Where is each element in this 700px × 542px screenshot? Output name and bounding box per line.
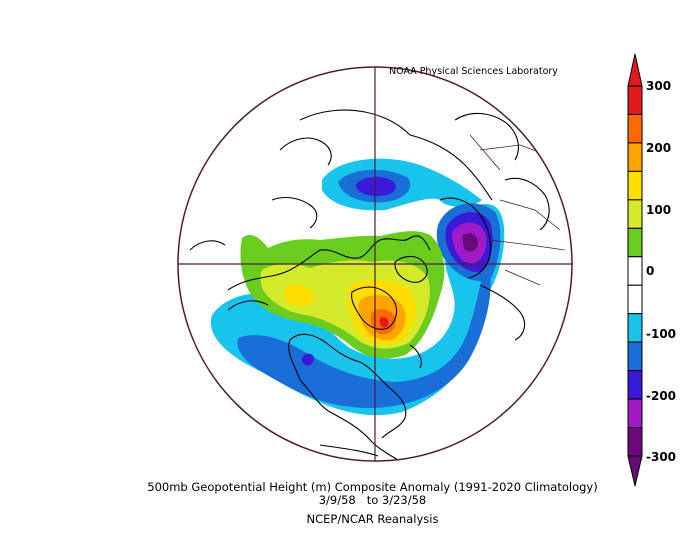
map-title: 500mb Geopotential Height (m) Composite … <box>147 480 598 494</box>
colorbar-segment <box>627 256 643 286</box>
colorbar-segment <box>627 284 643 315</box>
colorbar-segment <box>627 370 643 400</box>
colorbar-segment <box>627 170 643 201</box>
colorbar-segment <box>627 427 643 457</box>
colorbar-segment <box>627 341 643 372</box>
data-source: NCEP/NCAR Reanalysis <box>306 512 439 526</box>
colorbar-arrow-bottom <box>627 455 643 487</box>
colorbar-label-300: 300 <box>646 79 672 93</box>
anomaly-contour-plus350 <box>379 317 389 328</box>
colorbar-label-0: 0 <box>646 264 655 278</box>
colorbar-label-100: 100 <box>646 203 672 217</box>
credit-text: NOAA Physical Sciences Laboratory <box>389 66 558 77</box>
colorbar <box>627 53 643 487</box>
colorbar-label-minus300: -300 <box>646 450 677 464</box>
colorbar-segment <box>627 199 643 229</box>
map-boundary <box>177 66 573 462</box>
colorbar-segment <box>627 398 643 429</box>
colorbar-segment <box>627 113 643 144</box>
colorbar-segment <box>627 227 643 258</box>
colorbar-segment <box>627 142 643 172</box>
anomaly-contour-minus200-asia <box>355 176 396 196</box>
colorbar-label-minus100: -100 <box>646 327 677 341</box>
coastlines <box>189 109 550 461</box>
colorbar-segment <box>627 85 643 115</box>
colorbar-arrow-top <box>627 53 643 87</box>
colorbar-label-minus200: -200 <box>646 389 677 403</box>
anomaly-contour-minus300-europe <box>462 233 478 252</box>
date-range: 3/9/58 to 3/23/58 <box>318 493 427 507</box>
colorbar-label-200: 200 <box>646 141 672 155</box>
anomaly-contour-minus150-pacific <box>237 262 491 408</box>
colorbar-segment <box>627 313 643 343</box>
anomaly-contour-minus200-pacific <box>302 353 314 366</box>
